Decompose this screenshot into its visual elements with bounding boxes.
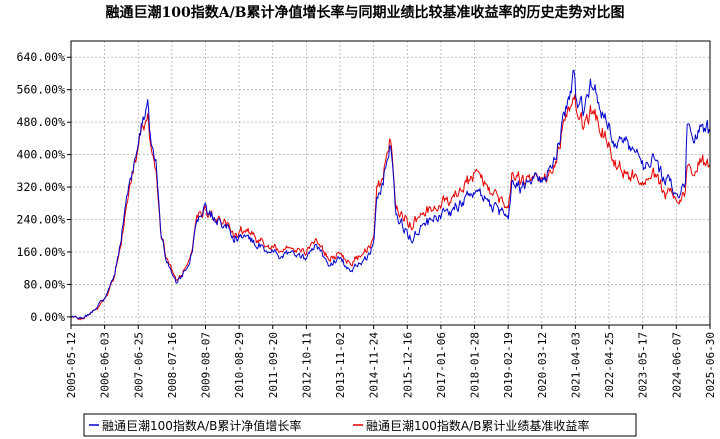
y-axis-ticks: 0.00% 80.00% 160.00% 240.00% 320.00% 400.00% 4… — [17, 50, 71, 324]
x-tick-label: 2014-11-24 — [368, 332, 381, 399]
x-tick-label: 2009-08-07 — [200, 332, 213, 398]
x-tick-label: 2010-08-29 — [233, 332, 246, 398]
series-line-benchmark-return — [70, 94, 711, 321]
x-tick-label: 2021-04-03 — [569, 332, 582, 398]
y-tick-label: 320.00% — [17, 180, 66, 194]
y-tick-label: 80.00% — [23, 277, 65, 291]
x-axis-ticks: 2005-05-12 2006-06-03 2007-06-25 2008-07-16… — [65, 325, 717, 398]
x-tick-label: 2022-04-25 — [603, 332, 616, 398]
y-tick-label: 480.00% — [17, 115, 66, 129]
x-tick-label: 2019-02-19 — [502, 332, 515, 398]
y-tick-label: 640.00% — [17, 50, 66, 64]
x-tick-label: 2017-01-06 — [435, 332, 448, 398]
y-tick-label: 560.00% — [17, 83, 66, 97]
chart-title: 融通巨潮100指数A/B累计净值增长率与同期业绩比较基准收益率的历史走势对比图 — [105, 4, 624, 21]
x-tick-label: 2005-05-12 — [65, 332, 78, 398]
x-tick-label: 2007-06-25 — [132, 332, 145, 398]
x-tick-label: 2023-05-17 — [637, 332, 650, 398]
series-lines — [70, 69, 711, 321]
y-tick-label: 160.00% — [17, 245, 66, 259]
x-tick-label: 2025-06-30 — [704, 332, 717, 398]
grid-lines — [70, 41, 711, 325]
x-tick-label: 2011-09-20 — [267, 332, 280, 398]
x-tick-label: 2006-06-03 — [99, 332, 112, 398]
y-tick-label: 400.00% — [17, 148, 66, 162]
legend-label-nav: 融通巨潮100指数A/B累计净值增长率 — [102, 418, 301, 433]
x-tick-label: 2012-10-11 — [300, 332, 313, 398]
x-tick-label: 2015-12-16 — [401, 332, 414, 398]
x-tick-label: 2020-03-12 — [536, 332, 549, 398]
y-tick-label: 0.00% — [30, 310, 65, 324]
plot-frame — [70, 40, 711, 326]
x-tick-label: 2024-06-07 — [670, 332, 683, 398]
x-tick-label: 2013-11-02 — [334, 332, 347, 398]
legend: 融通巨潮100指数A/B累计净值增长率 融通巨潮100指数A/B累计业绩基准收益… — [83, 413, 637, 437]
y-tick-label: 240.00% — [17, 213, 66, 227]
series-line-nav-growth — [70, 69, 711, 320]
x-tick-label: 2008-07-16 — [166, 332, 179, 398]
x-tick-label: 2018-01-28 — [469, 332, 482, 398]
legend-label-benchmark: 融通巨潮100指数A/B累计业绩基准收益率 — [366, 418, 589, 433]
